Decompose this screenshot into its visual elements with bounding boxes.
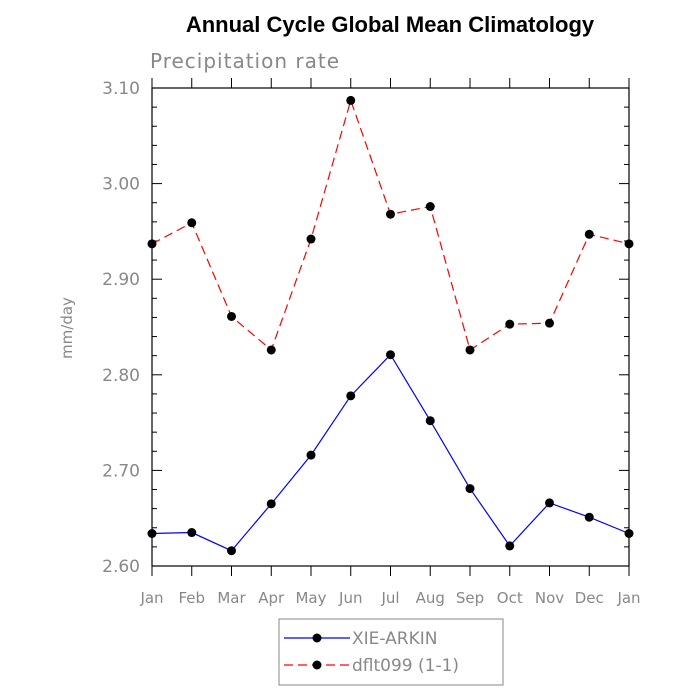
data-point	[306, 450, 316, 460]
series-line	[151, 98, 630, 351]
data-point	[227, 311, 236, 321]
x-tick-label: May	[295, 589, 326, 607]
legend-box	[278, 618, 504, 686]
y-tick-label: 3.00	[102, 175, 140, 195]
data-point	[187, 218, 197, 228]
legend: XIE-ARKIN dflt099 (1-1)	[278, 618, 504, 686]
x-tick-label: Oct	[497, 589, 523, 607]
series-1	[147, 95, 634, 355]
data-point	[584, 229, 594, 239]
legend-marker	[312, 660, 322, 670]
legend-marker	[312, 633, 322, 643]
x-tick-label: Jun	[338, 589, 362, 607]
data-point	[545, 498, 554, 508]
data-point	[227, 546, 236, 556]
series-0	[147, 350, 634, 556]
data-point	[584, 512, 594, 522]
data-point	[425, 416, 435, 426]
data-point	[266, 345, 276, 355]
chart-title: Annual Cycle Global Mean Climatology	[186, 12, 595, 37]
x-axis: Jan Feb Mar Apr May Jun Jul Aug Sep Oct Nov Dec Jan	[139, 78, 641, 607]
y-tick-label: 2.80	[102, 366, 140, 386]
data-point	[465, 345, 475, 355]
data-point	[187, 528, 197, 538]
data-point	[266, 499, 276, 509]
data-point	[147, 528, 157, 538]
plot-area	[151, 87, 630, 567]
data-point	[505, 319, 515, 329]
x-tick-label: Aug	[416, 589, 445, 607]
x-tick-label: Sep	[456, 589, 484, 607]
data-point	[386, 350, 395, 360]
x-tick-label: Jan	[616, 589, 640, 607]
y-tick-label: 2.90	[102, 270, 140, 290]
legend-label: dflt099 (1-1)	[352, 656, 459, 676]
plot-border	[151, 87, 630, 567]
data-point	[147, 239, 157, 249]
data-point	[624, 528, 634, 538]
data-point	[306, 234, 316, 244]
x-tick-label: Nov	[535, 589, 564, 607]
chart-subtitle: Precipitation rate	[150, 49, 340, 73]
data-point	[505, 541, 515, 551]
y-axis: 2.60 2.70 2.80 2.90 3.00 3.10	[102, 79, 629, 577]
series-line	[151, 353, 630, 552]
x-tick-label: Apr	[258, 589, 285, 607]
x-tick-label: Feb	[178, 589, 205, 607]
data-point	[386, 209, 395, 219]
data-point	[346, 391, 356, 401]
x-tick-label: Dec	[575, 589, 604, 607]
series-layer	[147, 95, 634, 556]
x-tick-label: Jul	[380, 589, 399, 607]
y-tick-label: 3.10	[102, 79, 140, 99]
legend-label: XIE-ARKIN	[352, 629, 437, 649]
data-point	[545, 318, 554, 328]
data-point	[425, 202, 435, 212]
data-point	[465, 484, 475, 494]
y-tick-label: 2.60	[102, 557, 140, 577]
y-axis-label: mm/day	[58, 297, 76, 359]
data-point	[624, 239, 634, 249]
x-tick-label: Mar	[217, 589, 246, 607]
x-tick-label: Jan	[139, 589, 163, 607]
y-tick-label: 2.70	[102, 461, 140, 481]
data-point	[346, 95, 356, 105]
